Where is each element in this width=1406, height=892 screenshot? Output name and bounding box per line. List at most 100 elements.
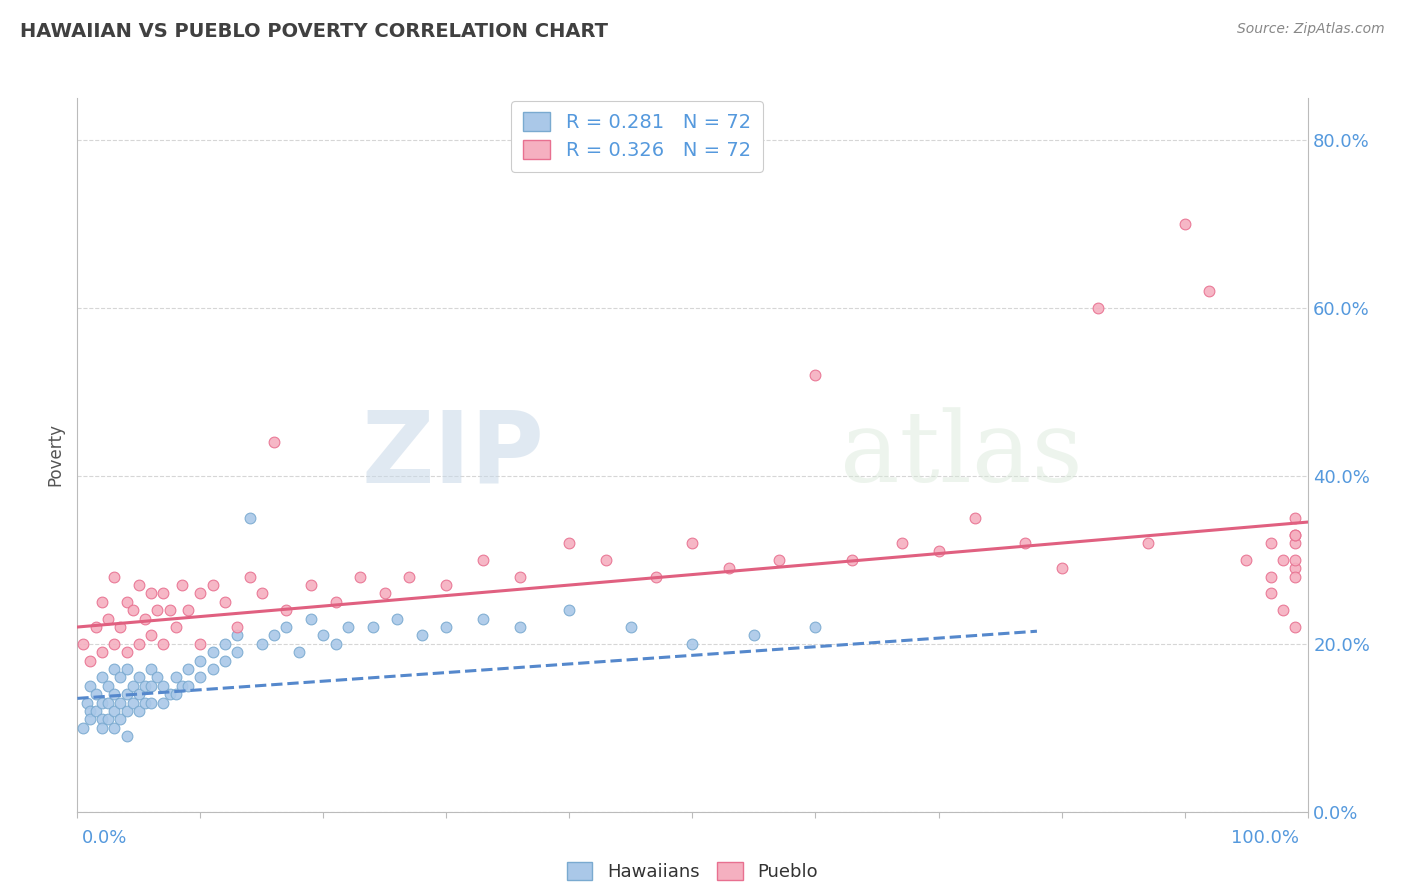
Point [1087, 301, 1109, 315]
Point [146, 603, 169, 617]
Point [141, 586, 163, 600]
Point [250, 637, 273, 651]
Point [165, 670, 187, 684]
Point [928, 544, 950, 558]
Point [177, 679, 200, 693]
Point [263, 628, 285, 642]
Point [79, 704, 101, 718]
Text: 0.0%: 0.0% [82, 829, 127, 847]
Point [190, 670, 212, 684]
Y-axis label: Poverty: Poverty [46, 424, 65, 486]
Point [103, 687, 125, 701]
Point [159, 603, 181, 617]
Point [214, 654, 236, 668]
Point [1284, 511, 1306, 525]
Point [103, 637, 125, 651]
Point [1272, 553, 1295, 567]
Point [436, 578, 458, 592]
Point [115, 595, 138, 609]
Point [134, 612, 156, 626]
Point [84, 687, 107, 701]
Point [177, 662, 200, 676]
Point [84, 620, 107, 634]
Point [387, 612, 409, 626]
Point [595, 553, 617, 567]
Point [1284, 536, 1306, 550]
Point [558, 603, 581, 617]
Point [226, 645, 249, 659]
Point [239, 511, 262, 525]
Point [1272, 603, 1295, 617]
Point [201, 662, 224, 676]
Point [79, 679, 101, 693]
Point [134, 679, 156, 693]
Point [472, 612, 495, 626]
Point [509, 620, 531, 634]
Point [152, 637, 174, 651]
Point [890, 536, 912, 550]
Point [804, 368, 827, 383]
Text: HAWAIIAN VS PUEBLO POVERTY CORRELATION CHART: HAWAIIAN VS PUEBLO POVERTY CORRELATION C… [20, 22, 607, 41]
Point [250, 586, 273, 600]
Point [239, 569, 262, 583]
Point [682, 536, 704, 550]
Point [84, 704, 107, 718]
Point [128, 578, 150, 592]
Point [1284, 553, 1306, 567]
Point [436, 620, 458, 634]
Point [190, 637, 212, 651]
Point [128, 704, 150, 718]
Point [90, 595, 114, 609]
Point [103, 721, 125, 735]
Point [90, 696, 114, 710]
Point [97, 612, 120, 626]
Point [472, 553, 495, 567]
Point [141, 662, 163, 676]
Point [110, 670, 132, 684]
Point [1198, 284, 1220, 298]
Point [128, 637, 150, 651]
Point [263, 435, 285, 450]
Point [152, 679, 174, 693]
Point [79, 712, 101, 726]
Point [276, 620, 298, 634]
Point [299, 578, 322, 592]
Point [128, 687, 150, 701]
Point [226, 628, 249, 642]
Point [103, 662, 125, 676]
Point [110, 620, 132, 634]
Point [374, 586, 396, 600]
Point [1136, 536, 1159, 550]
Point [115, 704, 138, 718]
Point [1260, 569, 1282, 583]
Point [349, 569, 371, 583]
Point [152, 586, 174, 600]
Text: Source: ZipAtlas.com: Source: ZipAtlas.com [1237, 22, 1385, 37]
Point [1260, 536, 1282, 550]
Point [644, 569, 666, 583]
Point [97, 679, 120, 693]
Point [115, 729, 138, 743]
Point [170, 679, 193, 693]
Point [115, 662, 138, 676]
Point [718, 561, 741, 575]
Point [165, 620, 187, 634]
Point [121, 696, 143, 710]
Point [90, 721, 114, 735]
Point [1284, 561, 1306, 575]
Point [214, 637, 236, 651]
Point [177, 603, 200, 617]
Text: ZIP: ZIP [361, 407, 546, 503]
Point [411, 628, 433, 642]
Point [141, 679, 163, 693]
Point [201, 645, 224, 659]
Point [325, 595, 347, 609]
Point [141, 696, 163, 710]
Point [682, 637, 704, 651]
Point [97, 696, 120, 710]
Point [159, 687, 181, 701]
Point [312, 628, 335, 642]
Point [103, 569, 125, 583]
Point [72, 637, 94, 651]
Point [141, 628, 163, 642]
